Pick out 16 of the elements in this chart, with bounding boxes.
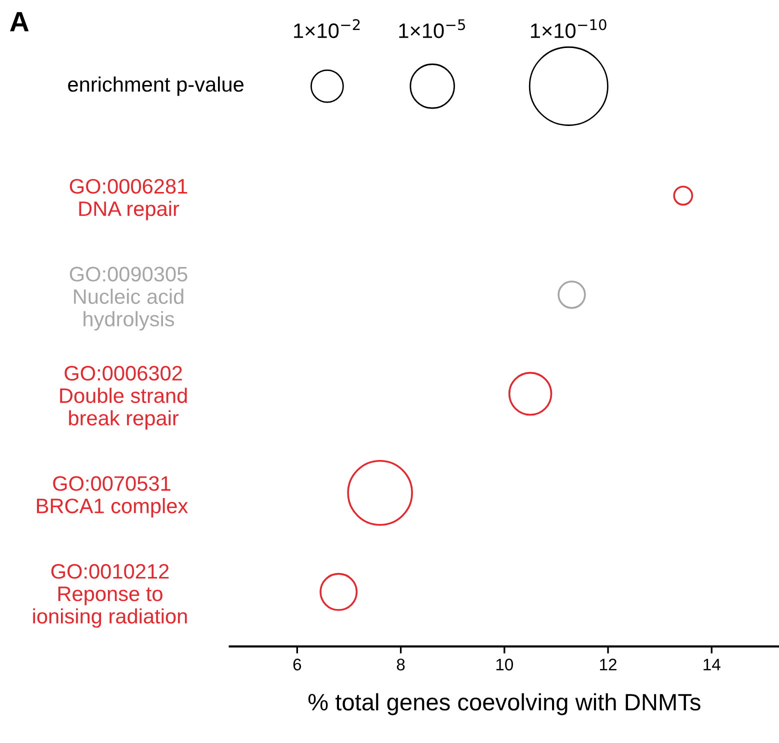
y-tick-label: GO:0006302 Double strand break repair <box>60 366 187 430</box>
legend-title: enrichment p-value <box>68 76 244 96</box>
y-tick-label: GO:0010212 Reponse to ionising radiation <box>33 564 187 628</box>
y-tick-label: GO:0090305 Nucleic acid hydrolysis <box>70 266 188 331</box>
x-axis-title: % total genes coevolving with DNMTs <box>308 693 700 716</box>
y-tick-label: GO:0070531 BRCA1 complex <box>37 476 188 518</box>
legend-label: 1×10$^{−5}$ <box>399 19 466 38</box>
x-tick-label: 12 <box>600 658 616 670</box>
legend-label: 1×10$^{−2}$ <box>294 19 360 38</box>
x-tick-label: 6 <box>293 658 302 670</box>
x-tick-label: 14 <box>704 658 720 670</box>
legend-label: 1×10$^{−10}$ <box>530 19 606 38</box>
x-tick-label: 10 <box>496 658 514 670</box>
y-tick-label: GO:0006281 DNA repair <box>70 178 188 220</box>
text: A <box>10 12 29 32</box>
x-tick-label: 8 <box>396 658 405 670</box>
